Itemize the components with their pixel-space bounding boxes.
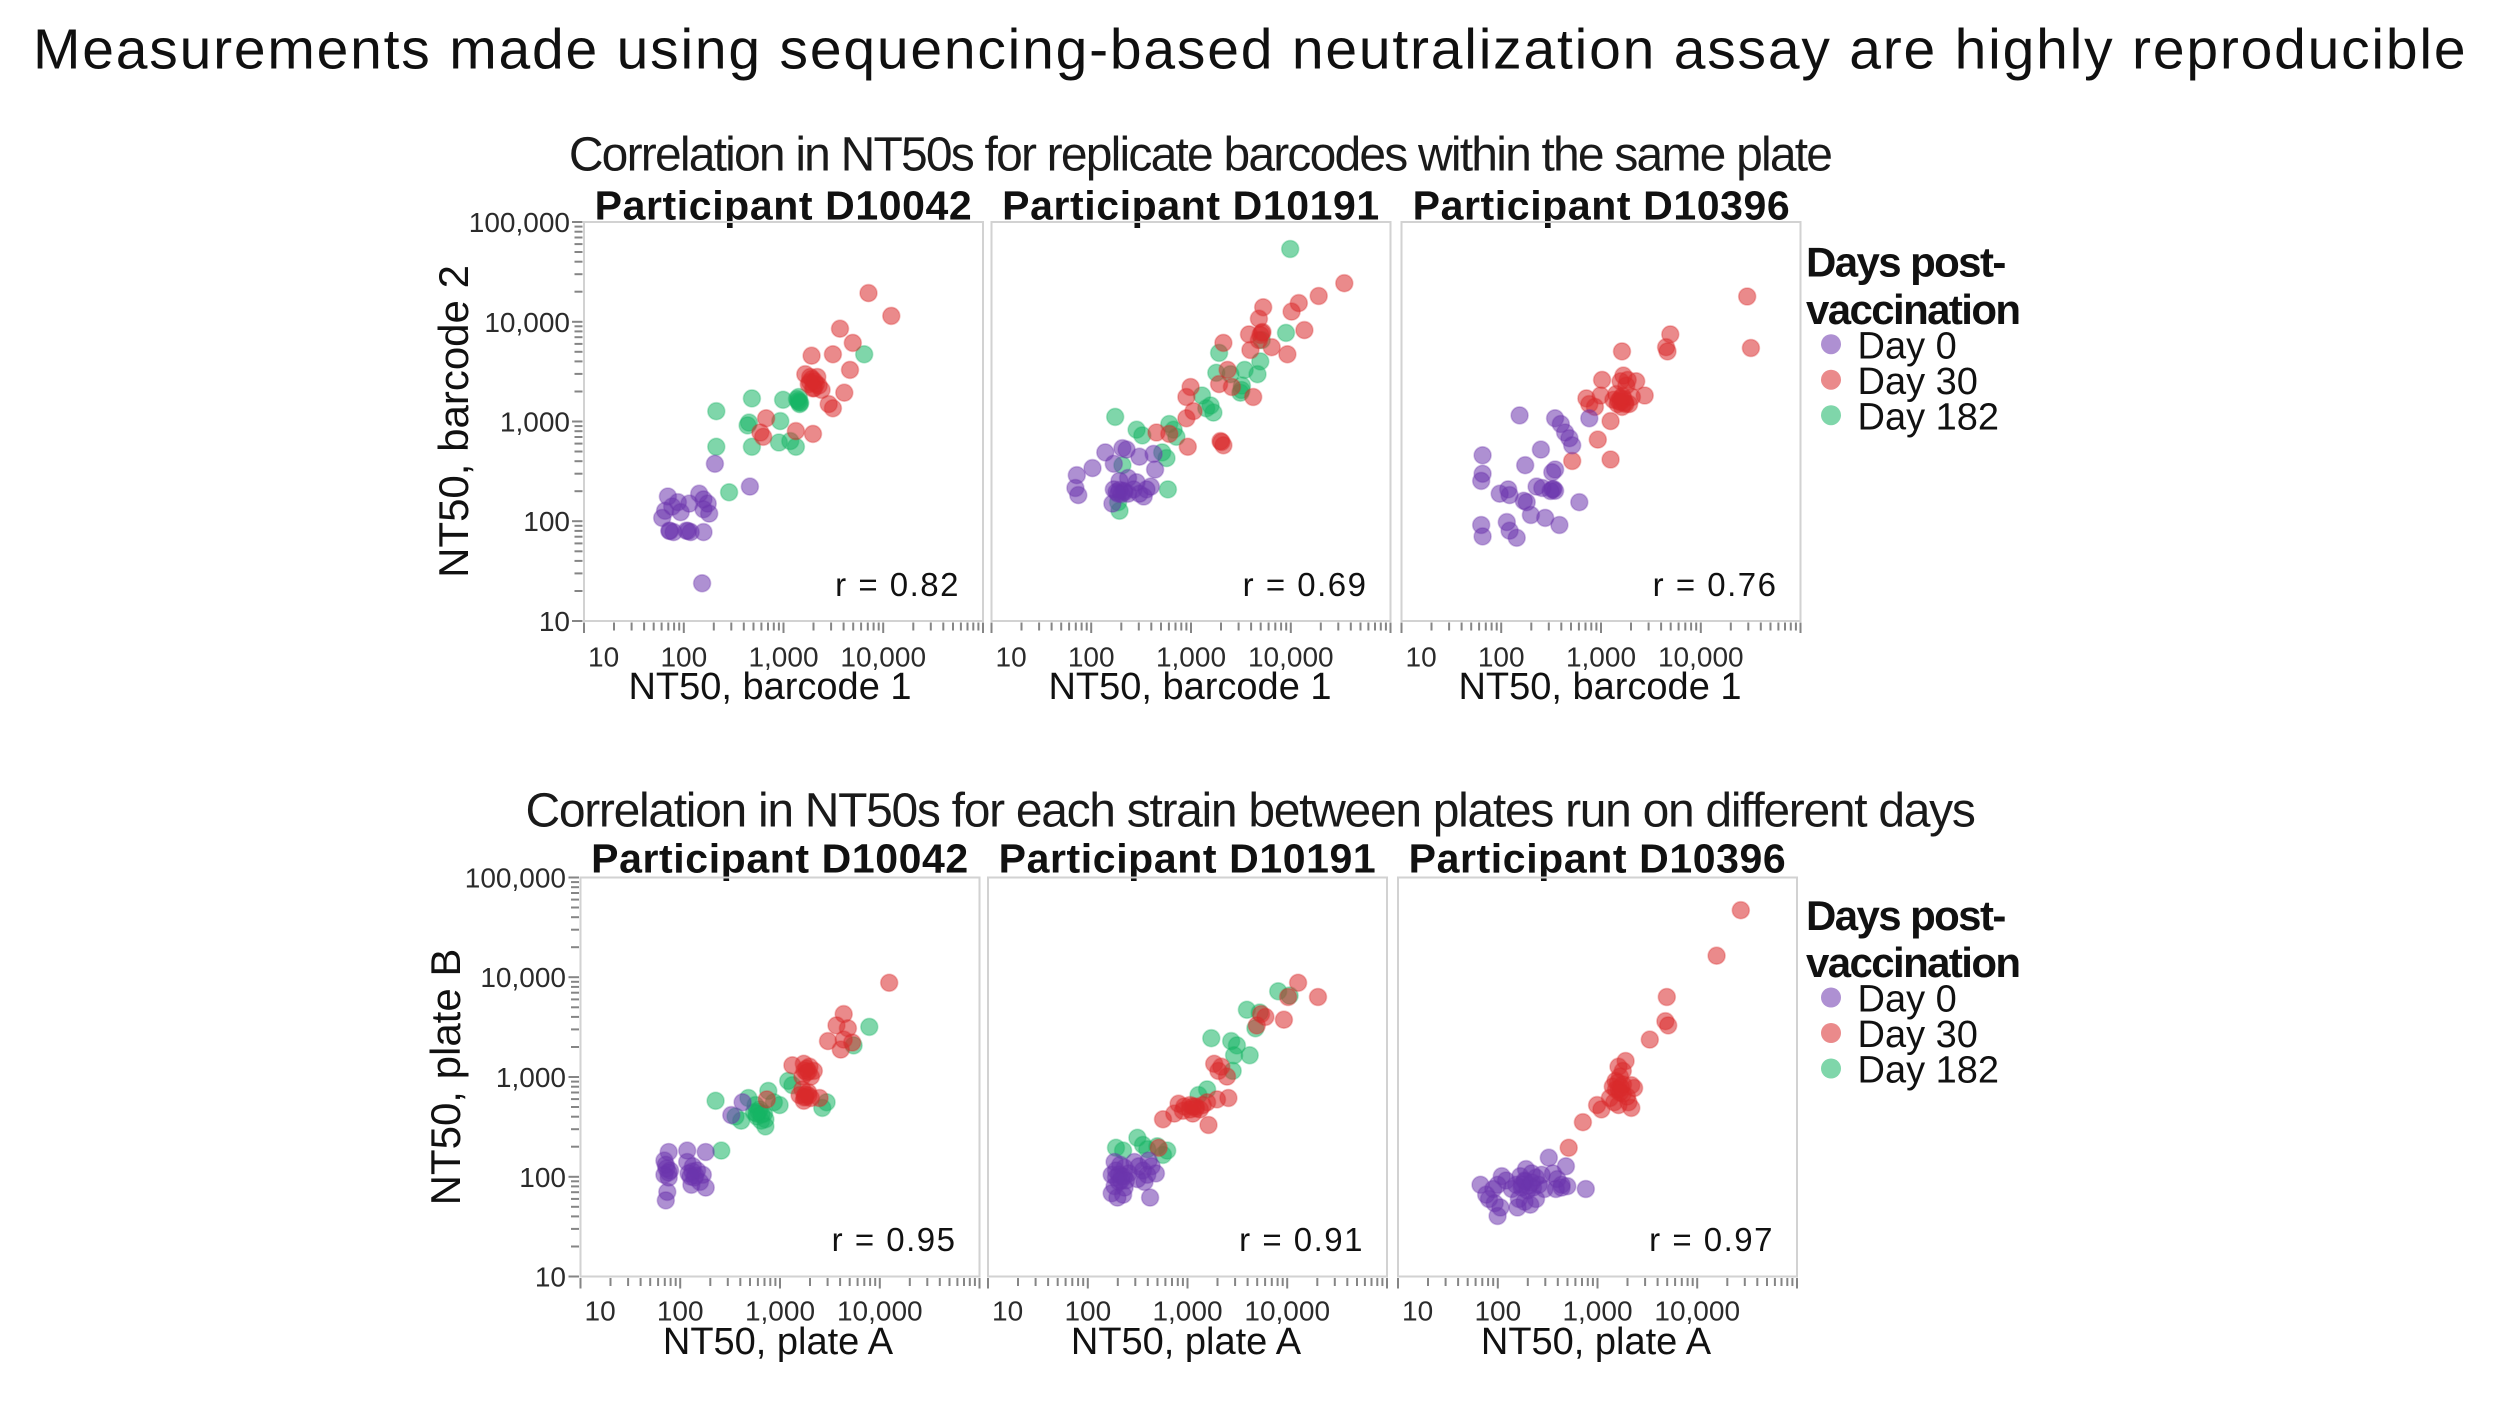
svg-text:1,000: 1,000 — [1562, 1296, 1632, 1327]
svg-text:1,000: 1,000 — [496, 1062, 566, 1093]
svg-text:vaccination: vaccination — [1806, 939, 2019, 986]
svg-text:Participant D10042: Participant D10042 — [595, 183, 973, 229]
svg-text:10,000: 10,000 — [484, 307, 570, 338]
svg-text:10,000: 10,000 — [1244, 1296, 1330, 1327]
svg-text:Day 30: Day 30 — [1858, 361, 1978, 403]
svg-text:Measurements made using sequen: Measurements made using sequencing-based… — [33, 18, 2467, 82]
svg-text:Day 0: Day 0 — [1858, 325, 1957, 367]
svg-text:10,000: 10,000 — [840, 642, 926, 673]
svg-text:Day 30: Day 30 — [1858, 1014, 1978, 1056]
svg-text:NT50, plate A: NT50, plate A — [1481, 1321, 1712, 1363]
svg-text:Days post-: Days post- — [1806, 892, 2005, 939]
svg-text:r = 0.76: r = 0.76 — [1653, 566, 1778, 603]
svg-text:NT50, barcode 1: NT50, barcode 1 — [1048, 666, 1331, 708]
svg-text:100: 100 — [519, 1162, 566, 1193]
svg-text:10,000: 10,000 — [837, 1296, 923, 1327]
svg-text:100: 100 — [523, 506, 570, 537]
svg-text:r = 0.69: r = 0.69 — [1243, 566, 1368, 603]
svg-text:10,000: 10,000 — [1248, 642, 1334, 673]
svg-text:100: 100 — [1474, 1296, 1521, 1327]
svg-text:10,000: 10,000 — [1654, 1296, 1740, 1327]
svg-text:10: 10 — [996, 642, 1027, 673]
svg-text:NT50, plate A: NT50, plate A — [663, 1321, 894, 1363]
svg-text:10: 10 — [535, 1262, 566, 1293]
svg-text:Participant D10191: Participant D10191 — [1002, 183, 1380, 229]
svg-text:Correlation in NT50s for each: Correlation in NT50s for each strain bet… — [525, 784, 1974, 837]
svg-text:10,000: 10,000 — [1658, 642, 1744, 673]
svg-text:Participant D10396: Participant D10396 — [1409, 835, 1787, 881]
svg-text:1,000: 1,000 — [1152, 1296, 1222, 1327]
svg-text:Day 182: Day 182 — [1858, 1050, 2000, 1092]
svg-text:1,000: 1,000 — [500, 407, 570, 438]
svg-text:100: 100 — [1064, 1296, 1111, 1327]
svg-text:100: 100 — [1478, 642, 1525, 673]
svg-text:10: 10 — [539, 606, 570, 637]
svg-text:NT50, barcode 1: NT50, barcode 1 — [1458, 666, 1741, 708]
svg-text:10: 10 — [1402, 1296, 1433, 1327]
svg-text:Participant D10191: Participant D10191 — [999, 835, 1377, 881]
svg-text:100,000: 100,000 — [465, 863, 566, 894]
svg-text:r = 0.91: r = 0.91 — [1239, 1221, 1364, 1258]
svg-text:100,000: 100,000 — [469, 207, 570, 238]
svg-text:vaccination: vaccination — [1806, 286, 2019, 333]
svg-text:1,000: 1,000 — [748, 642, 818, 673]
svg-text:Participant D10396: Participant D10396 — [1413, 183, 1791, 229]
svg-text:Correlation in NT50s for repli: Correlation in NT50s for replicate barco… — [569, 129, 1831, 182]
svg-text:NT50, barcode 1: NT50, barcode 1 — [628, 666, 911, 708]
svg-text:Participant D10042: Participant D10042 — [591, 835, 969, 881]
svg-text:1,000: 1,000 — [1156, 642, 1226, 673]
svg-text:r = 0.95: r = 0.95 — [832, 1221, 957, 1258]
svg-text:Days post-: Days post- — [1806, 239, 2005, 286]
svg-text:10,000: 10,000 — [480, 962, 566, 993]
svg-text:1,000: 1,000 — [1566, 642, 1636, 673]
svg-text:100: 100 — [657, 1296, 704, 1327]
svg-text:100: 100 — [1068, 642, 1115, 673]
svg-text:10: 10 — [992, 1296, 1023, 1327]
svg-text:1,000: 1,000 — [745, 1296, 815, 1327]
svg-text:Day 0: Day 0 — [1858, 979, 1957, 1021]
svg-text:100: 100 — [660, 642, 707, 673]
svg-text:r = 0.97: r = 0.97 — [1649, 1221, 1774, 1258]
svg-text:NT50, barcode 2: NT50, barcode 2 — [430, 265, 477, 578]
svg-text:10: 10 — [1406, 642, 1437, 673]
svg-text:r = 0.82: r = 0.82 — [835, 566, 960, 603]
svg-text:10: 10 — [585, 1296, 616, 1327]
svg-text:10: 10 — [588, 642, 619, 673]
svg-text:NT50, plate A: NT50, plate A — [1071, 1321, 1302, 1363]
svg-text:Day 182: Day 182 — [1858, 396, 2000, 438]
svg-text:NT50, plate B: NT50, plate B — [422, 949, 469, 1206]
